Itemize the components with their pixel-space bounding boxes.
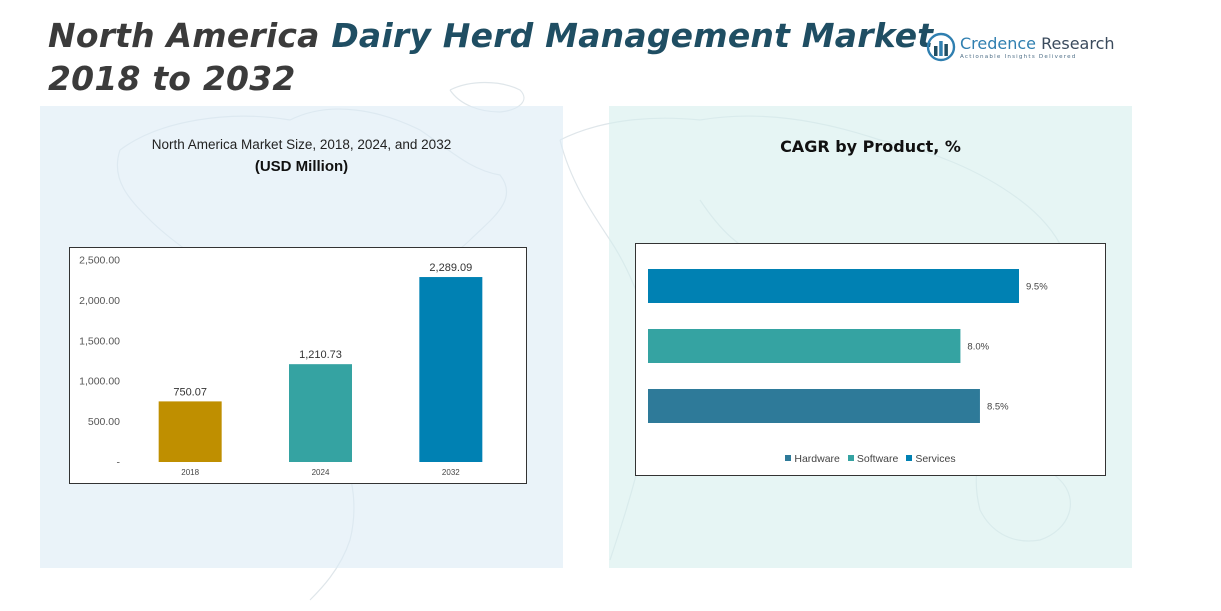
data-label-2032: 2,289.09	[429, 262, 472, 274]
data-label-software: 8.0%	[967, 342, 989, 353]
legend-label-software: Software	[856, 453, 899, 465]
data-label-hardware: 8.5%	[987, 402, 1009, 413]
y-tick-label: 500.00	[88, 416, 120, 428]
market-size-chart-title: North America Market Size, 2018, 2024, a…	[151, 137, 452, 152]
x-tick-label-2032: 2032	[442, 468, 460, 477]
legend-item-hardware: Hardware	[785, 453, 840, 465]
title-part-1: North America	[48, 16, 332, 55]
credence-research-logo: Credence Research Actionable Insights De…	[926, 32, 1115, 62]
y-tick-label: 2,500.00	[79, 255, 120, 267]
legend-item-software: Software	[847, 453, 899, 465]
bar-hardware	[648, 389, 980, 423]
legend-item-services: Services	[906, 453, 956, 465]
legend-swatch-software	[847, 455, 854, 461]
x-tick-label-2024: 2024	[312, 468, 330, 477]
legend-swatch-hardware	[785, 455, 792, 461]
market-size-chart: - 500.00 1,000.00 1,500.00 2,000.00 2,500.00 7…	[69, 247, 527, 484]
cagr-bar-chart: 9.5% 8.0% 8.5%	[648, 269, 1048, 423]
data-label-services: 9.5%	[1026, 282, 1048, 293]
cagr-legend: Hardware Software Services	[636, 453, 1105, 465]
y-tick-label: 1,000.00	[79, 376, 120, 388]
data-label-2018: 750.07	[173, 386, 207, 398]
cagr-chart: 9.5% 8.0% 8.5% Hardware Software Services	[635, 243, 1106, 476]
cagr-chart-title: CAGR by Product, %	[780, 137, 961, 156]
logo-name-second: Research	[1036, 33, 1115, 53]
bar-2032	[419, 277, 483, 462]
data-label-2024: 1,210.73	[299, 349, 342, 361]
bar-2018	[158, 401, 222, 462]
title-years: 2018 to 2032	[48, 59, 296, 98]
logo-name: Credence Research	[960, 33, 1115, 53]
page-title: North America Dairy Herd Management Mark…	[48, 14, 933, 100]
bar-software	[648, 329, 961, 363]
market-size-chart-subtitle: (USD Million)	[254, 158, 349, 175]
title-part-2: Dairy Herd Management Market	[331, 16, 934, 55]
bar-services	[648, 269, 1019, 303]
logo-name-first: Credence	[960, 33, 1037, 53]
bar-2024	[289, 364, 352, 462]
x-tick-label-2018: 2018	[181, 468, 199, 477]
bar-chart-logo-icon	[926, 32, 956, 62]
legend-label-hardware: Hardware	[794, 453, 840, 465]
market-size-bar-chart: - 500.00 1,000.00 1,500.00 2,000.00 2,500.00 7…	[79, 255, 483, 477]
logo-tagline: Actionable Insights Delivered	[960, 53, 1077, 60]
y-tick-label: 1,500.00	[79, 335, 120, 347]
y-tick-label: -	[117, 457, 121, 469]
legend-swatch-services	[906, 455, 913, 461]
legend-label-services: Services	[915, 453, 956, 465]
y-tick-label: 2,000.00	[79, 295, 120, 307]
